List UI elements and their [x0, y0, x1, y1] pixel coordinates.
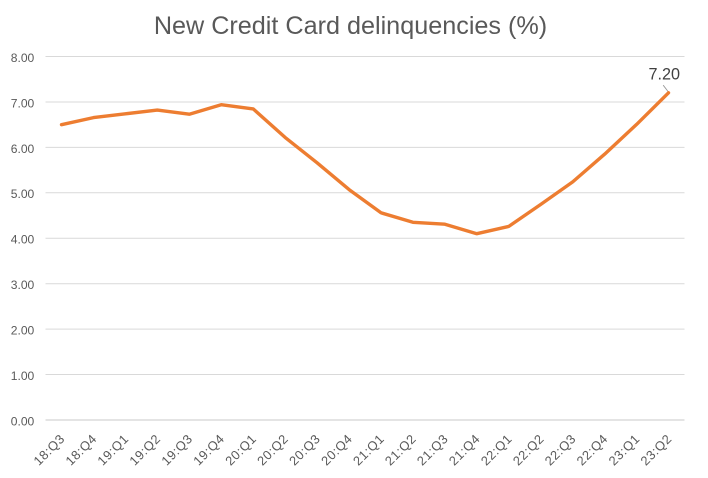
svg-text:2.00: 2.00 [11, 324, 35, 338]
svg-text:3.00: 3.00 [11, 278, 35, 292]
svg-text:7.20: 7.20 [648, 66, 680, 84]
svg-text:8.00: 8.00 [11, 51, 35, 65]
svg-text:4.00: 4.00 [11, 233, 35, 247]
svg-text:0.00: 0.00 [11, 414, 35, 428]
svg-text:5.00: 5.00 [11, 187, 35, 201]
svg-text:6.00: 6.00 [11, 142, 35, 156]
svg-text:New Credit Card delinquencies: New Credit Card delinquencies (%) [154, 12, 547, 40]
svg-text:1.00: 1.00 [11, 369, 35, 383]
svg-text:7.00: 7.00 [11, 96, 35, 110]
